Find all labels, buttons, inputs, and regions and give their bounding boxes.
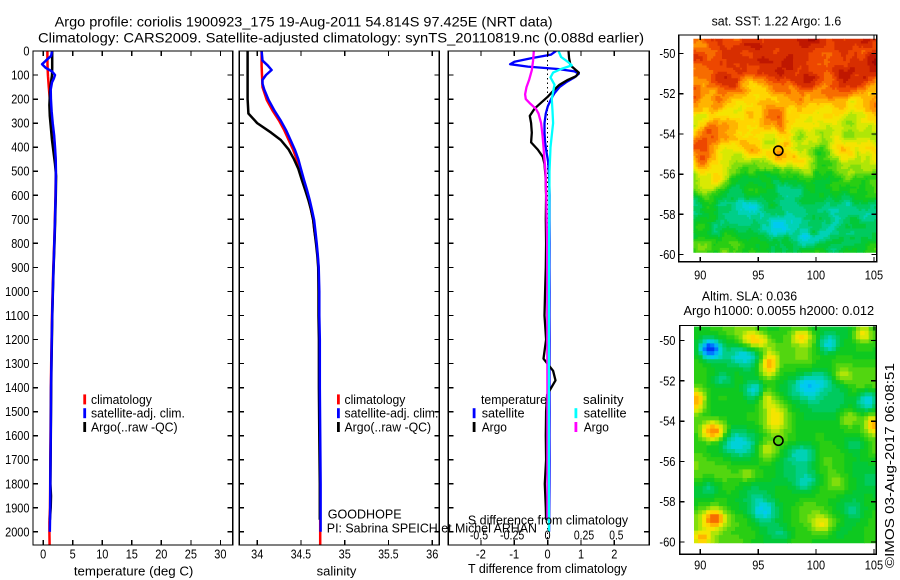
svg-text:climatology: climatology — [91, 392, 152, 407]
svg-text:0: 0 — [545, 547, 551, 562]
svg-text:35: 35 — [339, 547, 351, 562]
svg-text:1900: 1900 — [5, 500, 29, 515]
svg-text:-58: -58 — [659, 494, 675, 509]
svg-text:1200: 1200 — [5, 332, 29, 347]
svg-text:0.25: 0.25 — [574, 528, 594, 543]
svg-text:200: 200 — [11, 92, 29, 107]
svg-text:Altim. SLA: 0.036: Altim. SLA: 0.036 — [702, 288, 797, 303]
svg-text:-52: -52 — [659, 86, 675, 101]
svg-text:15: 15 — [126, 547, 138, 562]
svg-text:-52: -52 — [659, 373, 675, 388]
svg-text:Argo profile: coriolis 1900923: Argo profile: coriolis 1900923_175 19-Au… — [55, 14, 553, 29]
svg-text:satellite: satellite — [482, 406, 525, 421]
svg-text:95: 95 — [752, 558, 764, 573]
svg-text:S difference from climatology: S difference from climatology — [468, 513, 629, 528]
svg-text:100: 100 — [807, 558, 825, 573]
svg-text:0: 0 — [40, 547, 46, 562]
svg-text:-2: -2 — [476, 547, 486, 562]
svg-text:sat. SST: 1.22 Argo: 1.6: sat. SST: 1.22 Argo: 1.6 — [712, 14, 842, 29]
svg-text:-60: -60 — [659, 247, 675, 262]
svg-text:2000: 2000 — [5, 524, 29, 539]
svg-text:-0.25: -0.25 — [500, 528, 524, 543]
svg-text:300: 300 — [11, 116, 29, 131]
svg-text:-50: -50 — [659, 46, 675, 61]
svg-text:Argo: Argo — [482, 420, 507, 435]
svg-text:1500: 1500 — [5, 404, 29, 419]
svg-text:1400: 1400 — [5, 380, 29, 395]
svg-text:100: 100 — [11, 68, 29, 83]
svg-text:800: 800 — [11, 236, 29, 251]
svg-text:90: 90 — [694, 558, 706, 573]
svg-text:-56: -56 — [659, 167, 675, 182]
svg-text:105: 105 — [865, 558, 883, 573]
svg-text:PI: Sabrina SPEICH et Michel A: PI: Sabrina SPEICH et Michel ARHAN — [327, 521, 537, 536]
svg-text:-54: -54 — [659, 414, 675, 429]
svg-text:35.5: 35.5 — [378, 547, 398, 562]
svg-text:climatology: climatology — [345, 392, 406, 407]
svg-text:©IMOS 03-Aug-2017 06:08:51: ©IMOS 03-Aug-2017 06:08:51 — [882, 363, 897, 568]
svg-text:30: 30 — [214, 547, 226, 562]
svg-text:34: 34 — [251, 547, 263, 562]
svg-text:700: 700 — [11, 212, 29, 227]
svg-text:600: 600 — [11, 188, 29, 203]
svg-text:34.5: 34.5 — [291, 547, 311, 562]
svg-text:1: 1 — [578, 547, 584, 562]
svg-text:-50: -50 — [659, 333, 675, 348]
svg-text:1700: 1700 — [5, 452, 29, 467]
svg-text:1600: 1600 — [5, 428, 29, 443]
svg-text:satellite-adj. clim.: satellite-adj. clim. — [345, 406, 439, 421]
svg-text:100: 100 — [807, 268, 825, 283]
svg-text:500: 500 — [11, 164, 29, 179]
svg-text:1300: 1300 — [5, 356, 29, 371]
svg-text:1000: 1000 — [5, 284, 29, 299]
svg-text:satellite: satellite — [584, 406, 627, 421]
svg-text:Climatology: CARS2009. Satelli: Climatology: CARS2009. Satellite-adjuste… — [38, 30, 644, 45]
svg-text:-60: -60 — [659, 535, 675, 550]
svg-text:Argo(..raw -QC): Argo(..raw -QC) — [345, 420, 432, 435]
svg-text:-56: -56 — [659, 454, 675, 469]
svg-text:temperature: temperature — [481, 392, 547, 407]
svg-text:T difference from climatology: T difference from climatology — [468, 561, 627, 576]
svg-text:satellite-adj. clim.: satellite-adj. clim. — [91, 406, 185, 421]
svg-text:5: 5 — [70, 547, 76, 562]
svg-text:0.5: 0.5 — [609, 528, 623, 543]
svg-text:salinity: salinity — [317, 563, 357, 578]
svg-text:90: 90 — [694, 268, 706, 283]
svg-text:105: 105 — [865, 268, 883, 283]
svg-text:10: 10 — [96, 547, 108, 562]
svg-text:Argo(..raw -QC): Argo(..raw -QC) — [91, 420, 178, 435]
svg-text:95: 95 — [752, 268, 764, 283]
svg-text:temperature (deg C): temperature (deg C) — [74, 563, 194, 578]
svg-text:GOODHOPE: GOODHOPE — [328, 507, 402, 522]
svg-text:1100: 1100 — [5, 308, 29, 323]
svg-text:-0.5: -0.5 — [470, 528, 488, 543]
svg-text:Argo: Argo — [584, 420, 609, 435]
svg-text:-1: -1 — [509, 547, 519, 562]
svg-text:400: 400 — [11, 140, 29, 155]
svg-text:1800: 1800 — [5, 476, 29, 491]
svg-text:2: 2 — [611, 547, 617, 562]
svg-text:0: 0 — [23, 44, 29, 59]
svg-text:20: 20 — [155, 547, 167, 562]
svg-text:0: 0 — [544, 528, 550, 543]
svg-text:25: 25 — [185, 547, 197, 562]
svg-text:Argo h1000: 0.0055 h2000: 0.01: Argo h1000: 0.0055 h2000: 0.012 — [683, 303, 874, 318]
svg-text:36: 36 — [426, 547, 438, 562]
svg-text:900: 900 — [11, 260, 29, 275]
svg-text:-54: -54 — [659, 126, 675, 141]
svg-text:-58: -58 — [659, 207, 675, 222]
svg-text:salinity: salinity — [583, 392, 624, 407]
